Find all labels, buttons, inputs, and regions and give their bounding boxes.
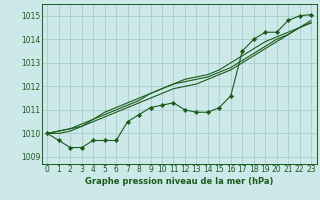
X-axis label: Graphe pression niveau de la mer (hPa): Graphe pression niveau de la mer (hPa)	[85, 177, 273, 186]
